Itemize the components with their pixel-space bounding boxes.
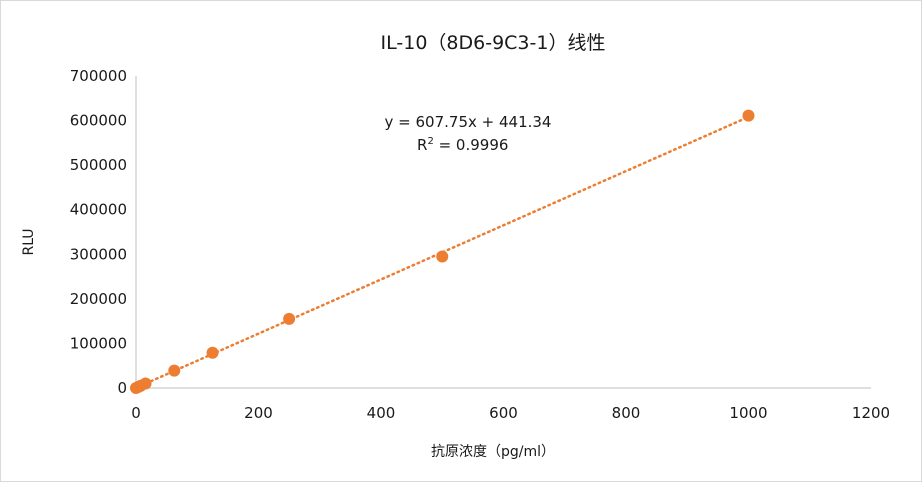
x-tick-label: 800 [612, 404, 641, 422]
data-point [206, 346, 219, 359]
trendline-r-squared: R2 = 0.9996 [417, 136, 508, 154]
x-axis-ticks: 0 200 400 600 800 1000 1200 [131, 404, 890, 422]
y-tick-label: 200000 [70, 290, 127, 308]
data-point [283, 312, 296, 325]
x-axis-title: 抗原浓度（pg/ml） [431, 444, 555, 460]
trendline-equation: y = 607.75x + 441.34 [385, 113, 552, 131]
y-tick-label: 100000 [70, 334, 127, 352]
data-point [436, 250, 449, 263]
x-tick-label: 600 [489, 404, 518, 422]
x-tick-label: 1000 [729, 404, 767, 422]
r-squared-label: R [417, 136, 427, 154]
x-tick-label: 200 [244, 404, 273, 422]
data-point [742, 109, 755, 122]
x-tick-label: 1200 [852, 404, 890, 422]
y-axis-title: RLU [21, 228, 37, 255]
chart-title: IL-10（8D6-9C3-1）线性 [381, 32, 606, 54]
r-squared-superscript: 2 [427, 136, 433, 147]
y-tick-label: 0 [117, 379, 127, 397]
data-point [139, 377, 152, 390]
y-tick-label: 400000 [70, 201, 127, 219]
y-tick-label: 700000 [70, 67, 127, 85]
y-tick-label: 600000 [70, 112, 127, 130]
x-tick-label: 0 [131, 404, 141, 422]
r-squared-value: = 0.9996 [434, 136, 509, 154]
x-tick-label: 400 [367, 404, 396, 422]
data-point [168, 364, 181, 377]
data-points [130, 109, 755, 394]
y-axis-ticks: 0 100000 200000 300000 400000 500000 600000 700… [70, 67, 127, 397]
y-tick-label: 300000 [70, 245, 127, 263]
y-tick-label: 500000 [70, 156, 127, 174]
